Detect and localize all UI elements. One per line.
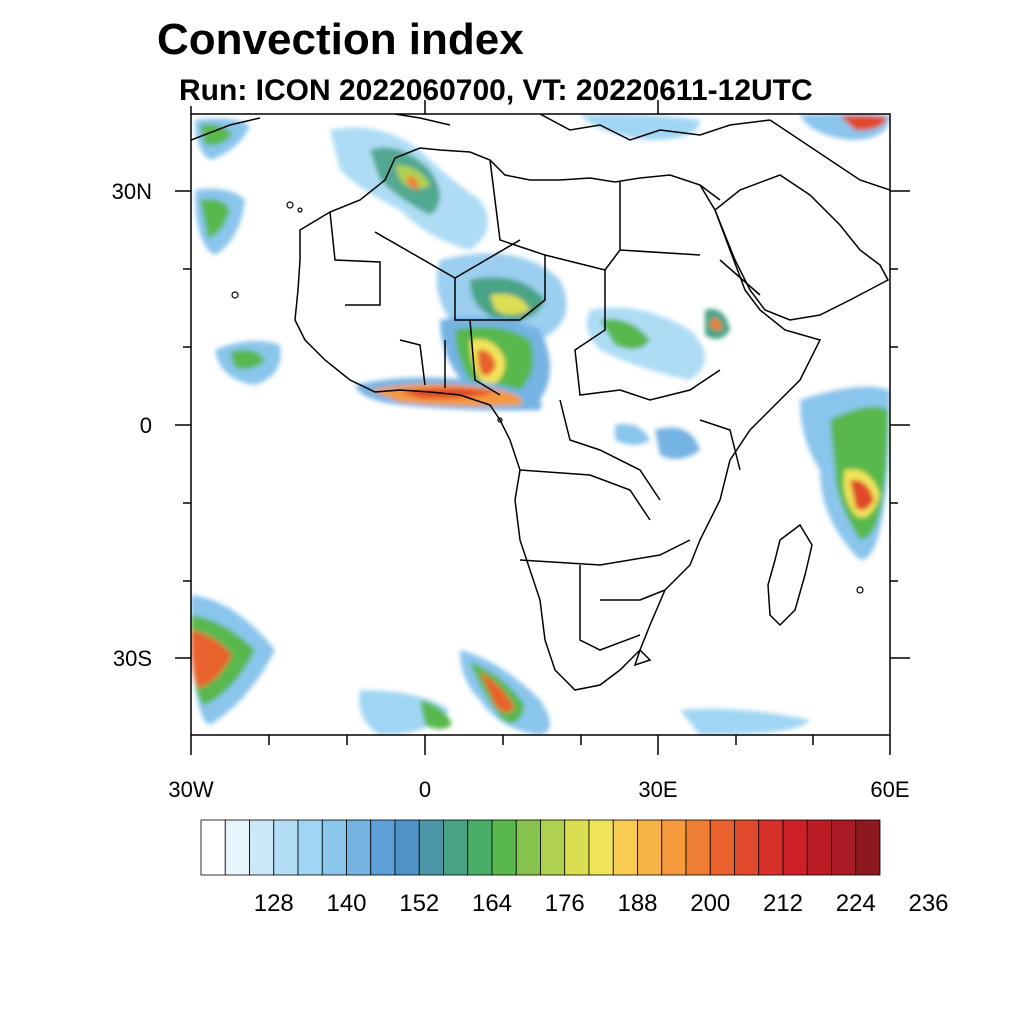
colorbar-swatch xyxy=(806,819,832,876)
colorbar-swatch xyxy=(855,819,881,876)
colorbar-swatch xyxy=(491,819,517,876)
colorbar-tick-label: 236 xyxy=(908,890,948,917)
lon-label-60e: 60E xyxy=(870,777,909,802)
colorbar-tick-label: 128 xyxy=(254,890,294,917)
colorbar-swatch xyxy=(758,819,784,876)
colorbar-swatch xyxy=(394,819,420,876)
colorbar-swatch xyxy=(661,819,687,876)
colorbar-swatch xyxy=(443,819,469,876)
colorbar-swatch xyxy=(467,819,493,876)
lon-ticks xyxy=(190,100,891,755)
lon-label-0: 0 xyxy=(419,777,431,802)
colorbar-swatch xyxy=(734,819,760,876)
colorbar-swatch xyxy=(200,819,226,876)
colorbar xyxy=(200,819,881,876)
colorbar-swatch xyxy=(637,819,663,876)
colorbar-swatch xyxy=(224,819,250,876)
colorbar-swatch xyxy=(782,819,808,876)
map-area xyxy=(191,114,890,735)
colorbar-swatch xyxy=(249,819,275,876)
colorbar-swatch xyxy=(685,819,711,876)
colorbar-swatch xyxy=(370,819,396,876)
lat-label-30n: 30N xyxy=(112,179,152,204)
lat-label-0: 0 xyxy=(140,413,152,438)
colorbar-swatch xyxy=(540,819,566,876)
lat-ticks xyxy=(175,190,910,659)
colorbar-swatch xyxy=(297,819,323,876)
colorbar-swatch xyxy=(346,819,372,876)
colorbar-swatch xyxy=(515,819,541,876)
colorbar-tick-label: 164 xyxy=(472,890,512,917)
colorbar-tick-label: 224 xyxy=(836,890,876,917)
colorbar-swatch xyxy=(564,819,590,876)
lon-label-30e: 30E xyxy=(638,777,677,802)
colorbar-tick-label: 140 xyxy=(326,890,366,917)
colorbar-swatch xyxy=(321,819,347,876)
colorbar-swatch xyxy=(588,819,614,876)
colorbar-tick-label: 152 xyxy=(399,890,439,917)
colorbar-tick-label: 188 xyxy=(617,890,657,917)
colorbar-tick-label: 176 xyxy=(545,890,585,917)
islands xyxy=(231,201,864,594)
coastlines xyxy=(191,114,890,691)
colorbar-swatch xyxy=(831,819,857,876)
colorbar-swatch xyxy=(709,819,735,876)
colorbar-labels: 128 140 152 164 176 188 200 212 224 236 xyxy=(254,890,949,917)
colorbar-swatch xyxy=(612,819,638,876)
colorbar-tick-label: 212 xyxy=(763,890,803,917)
lat-label-30s: 30S xyxy=(113,646,152,671)
chart-title: Convection index xyxy=(157,15,524,64)
colorbar-tick-label: 200 xyxy=(690,890,730,917)
colorbar-swatch xyxy=(418,819,444,876)
lon-label-30w: 30W xyxy=(168,777,213,802)
colorbar-swatch xyxy=(273,819,299,876)
chart-subtitle: Run: ICON 2022060700, VT: 20220611-12UTC xyxy=(179,74,813,107)
